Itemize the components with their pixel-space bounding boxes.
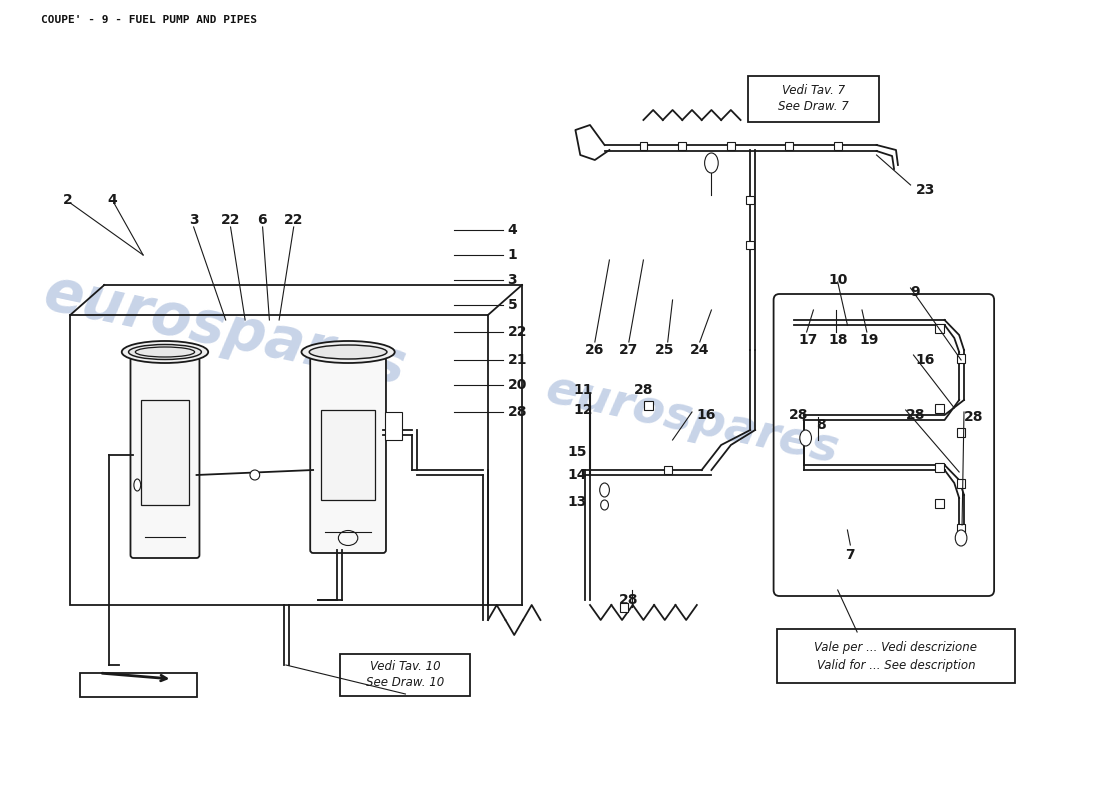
Text: 21: 21 [507,353,527,367]
Bar [644,401,652,410]
Text: 2: 2 [63,193,73,207]
Text: 22: 22 [284,213,304,227]
Ellipse shape [122,341,208,363]
Text: 12: 12 [573,403,593,417]
Ellipse shape [129,345,201,359]
FancyBboxPatch shape [310,357,386,553]
Text: 8: 8 [816,418,826,432]
Text: 4: 4 [507,223,517,237]
FancyBboxPatch shape [131,357,199,558]
Text: Valid for ... See description: Valid for ... See description [816,659,976,673]
Bar [935,498,944,507]
Bar [957,478,966,487]
Text: 3: 3 [507,273,517,287]
Bar [141,400,189,505]
Bar [321,410,375,500]
Ellipse shape [955,530,967,546]
Text: eurospares: eurospares [541,367,843,473]
Text: 26: 26 [585,343,605,357]
Bar [80,673,197,697]
Text: See Draw. 7: See Draw. 7 [778,101,849,114]
Bar [679,142,686,150]
Bar [957,523,966,533]
Ellipse shape [601,500,608,510]
Text: 18: 18 [828,333,847,347]
Bar [663,466,672,474]
Bar [747,196,755,204]
Text: 13: 13 [568,495,587,509]
Text: eurospares: eurospares [40,264,412,396]
Text: 7: 7 [846,548,855,562]
Text: 23: 23 [915,183,935,197]
Ellipse shape [309,345,387,359]
Text: 9: 9 [911,285,921,299]
Text: 11: 11 [573,383,593,397]
Text: 19: 19 [859,333,879,347]
Text: COUPE' - 9 - FUEL PUMP AND PIPES: COUPE' - 9 - FUEL PUMP AND PIPES [41,15,257,25]
Ellipse shape [301,341,395,363]
Bar [935,323,944,333]
Bar [957,427,966,437]
Text: 22: 22 [507,325,527,339]
Ellipse shape [134,479,141,491]
Bar [747,241,755,249]
Ellipse shape [600,483,609,497]
Text: 3: 3 [189,213,198,227]
Text: Vedi Tav. 7: Vedi Tav. 7 [782,83,845,97]
Ellipse shape [250,470,260,480]
Text: 10: 10 [828,273,847,287]
Bar [935,462,944,471]
Text: 28: 28 [634,383,653,397]
Text: 25: 25 [656,343,674,357]
Text: 22: 22 [221,213,240,227]
Bar [785,142,793,150]
Bar [639,142,647,150]
Text: Vale per ... Vedi descrizione: Vale per ... Vedi descrizione [814,642,978,654]
Text: See Draw. 10: See Draw. 10 [366,675,444,689]
Text: 27: 27 [619,343,638,357]
Bar [957,354,966,362]
Text: 28: 28 [964,410,983,424]
Bar [727,142,735,150]
Text: 15: 15 [568,445,587,459]
Text: 17: 17 [799,333,818,347]
Text: 16: 16 [696,408,716,422]
Text: 28: 28 [507,405,527,419]
Text: 4: 4 [107,193,117,207]
Bar [834,142,842,150]
Text: Vedi Tav. 10: Vedi Tav. 10 [370,659,441,673]
Text: 16: 16 [915,353,935,367]
Bar [70,315,488,605]
Text: 24: 24 [690,343,710,357]
Text: 5: 5 [507,298,517,312]
Text: 28: 28 [619,593,639,607]
Ellipse shape [705,153,718,173]
Ellipse shape [800,430,812,446]
Text: 6: 6 [256,213,266,227]
Text: 1: 1 [507,248,517,262]
Text: 28: 28 [905,408,925,422]
Text: 14: 14 [568,468,587,482]
Bar [935,403,944,413]
Text: 20: 20 [507,378,527,392]
Bar [619,602,628,611]
Text: 28: 28 [789,408,808,422]
Bar [385,412,403,440]
